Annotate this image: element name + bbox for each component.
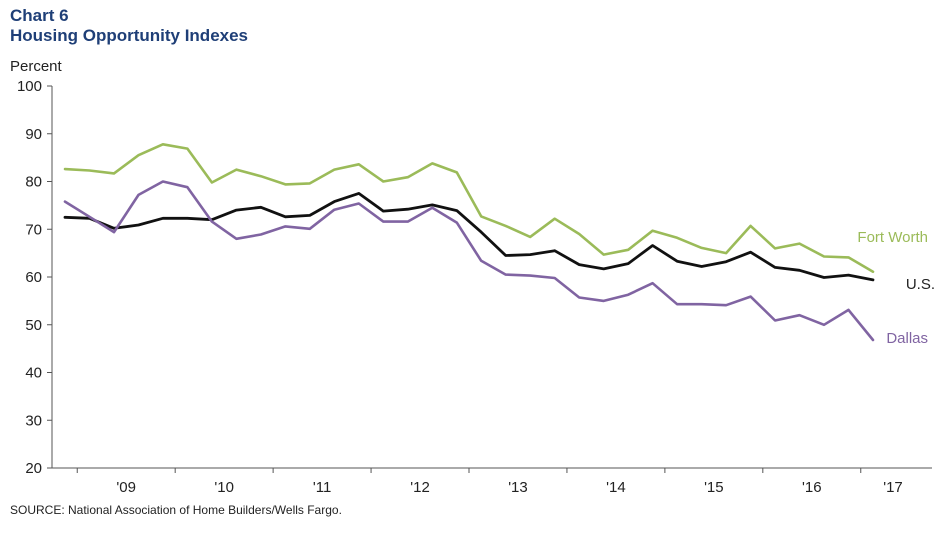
x-tick-label: '09	[116, 479, 136, 496]
x-tick-label: '11	[313, 479, 331, 496]
chart-title: Housing Opportunity Indexes	[10, 26, 249, 45]
series-label-dallas: Dallas	[886, 330, 928, 347]
source-note: SOURCE: National Association of Home Bui…	[10, 503, 342, 517]
y-tick-label: 50	[25, 317, 42, 334]
series-label-fort-worth: Fort Worth	[857, 229, 928, 246]
x-tick-label: '16	[802, 479, 822, 496]
y-tick-label: 60	[25, 269, 42, 286]
x-tick-label: '13	[508, 479, 528, 496]
x-tick-label: '12	[410, 479, 430, 496]
series-line-us	[63, 191, 875, 282]
line-chart: 20 30 40 50 60 70 80 90 100 '09 '10 '11 '12 '13 '14 '15…	[17, 78, 935, 496]
y-tick-label: 20	[25, 460, 42, 477]
series-label-us: U.S.	[906, 276, 935, 293]
y-axis-unit-label: Percent	[10, 58, 62, 75]
x-tick-label: '14	[606, 479, 626, 496]
y-tick-label: 90	[25, 126, 42, 143]
y-tick-label: 30	[25, 412, 42, 429]
series-line-fort-worth	[63, 143, 875, 274]
x-tick-label: '15	[704, 479, 724, 496]
y-tick-label: 70	[25, 221, 42, 238]
y-tick-label: 80	[25, 174, 42, 191]
series-line-dallas	[63, 180, 875, 342]
y-tick-label: 40	[25, 365, 42, 382]
chart-number: Chart 6	[10, 6, 69, 25]
x-tick-label: '10	[214, 479, 234, 496]
y-tick-label: 100	[17, 78, 42, 95]
x-tick-label: '17	[883, 479, 903, 496]
